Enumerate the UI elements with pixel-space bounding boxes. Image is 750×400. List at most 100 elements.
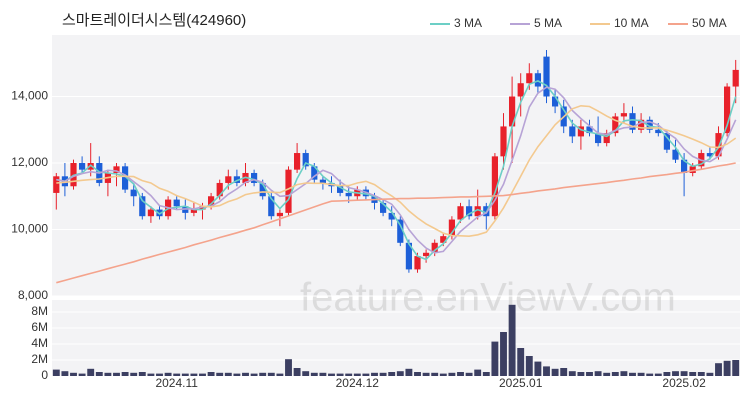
volume-bar [637,372,645,376]
candle-body [190,209,197,213]
candle-body [113,166,120,173]
volume-bar [723,360,731,376]
ma-line [56,86,737,254]
volume-bar [276,373,284,376]
volume-bar [379,372,387,376]
volume-bar [491,341,499,376]
candle-body [526,73,533,84]
legend-label: 10 MA [614,16,649,30]
candle-body [517,83,524,97]
candle-body [466,206,473,217]
volume-bar [482,372,490,376]
candle-body [612,116,619,134]
y-tick-label: 12,000 [11,155,48,169]
volume-bar [697,372,705,376]
volume-bar [70,372,77,376]
candle-body [79,163,86,170]
candle-body [423,252,430,257]
candle-body [259,182,266,197]
candle-body [139,196,146,217]
candle-body [689,166,696,173]
candle-body [509,96,516,127]
volume-bar [371,372,378,376]
candle-body [285,169,292,213]
candle-body [474,206,481,217]
candle-body [208,196,215,207]
volume-bar [543,366,550,376]
volume-bar [620,371,628,376]
candle-body [706,153,713,157]
candle-body [233,176,240,183]
volume-bar [457,372,464,376]
y2-tick-label: 8M [31,304,48,318]
volume-bar [500,332,507,376]
candle-body [491,156,498,217]
volume-bar [422,372,430,376]
candle-body [681,159,688,173]
candle-body [586,126,593,134]
candle-body [388,212,395,220]
candle-body [646,119,653,130]
candle-body [543,56,550,97]
volume-bar [405,368,413,376]
volume-bar [680,371,688,376]
candle-body [122,166,129,190]
volume-bar [147,373,155,376]
candle-body [724,86,731,134]
candle-body [500,126,507,157]
candle-body [440,236,447,243]
volume-bar [190,373,198,376]
volume-bar [164,372,172,376]
candle-body [397,219,404,243]
volume-bar [207,372,215,376]
y2-tick-label: 6M [31,320,48,334]
candle-body [268,196,275,217]
candle-body [380,202,387,213]
volume-bar [285,359,292,376]
candle-body [448,219,455,237]
volume-bar [732,360,740,376]
volume-bar [293,368,301,376]
volume-bar [646,373,654,376]
volume-bar [181,373,189,376]
volume-bar [138,372,146,376]
candle-body [319,179,326,183]
volume-bar [706,372,714,376]
volume-bar [233,373,241,376]
candle-body [251,172,258,183]
candle-body [732,69,739,87]
volume-bar [336,373,344,376]
candle-body [629,113,636,130]
volume-bar [52,369,60,376]
y2-tick-label: 4M [31,336,48,350]
candle-body [311,166,318,180]
volume-bar [603,372,611,376]
candle-body [715,133,722,157]
volume-bar [689,372,697,376]
volume-bar [156,373,163,376]
candle-body [457,206,464,220]
x-tick-label: 2025.01 [499,376,543,390]
volume-bar [104,372,112,376]
volume-plot-area [52,300,740,376]
volume-bar [611,372,619,376]
volume-bar [61,371,69,376]
volume-bar [396,371,404,376]
volume-bar [216,372,224,376]
candle-body [603,133,610,144]
volume-bar [577,372,585,376]
volume-bar [568,371,576,376]
candle-body [345,192,352,197]
legend-label: 5 MA [534,16,562,30]
candle-body [534,73,541,87]
volume-bar [87,368,95,376]
volume-bar [534,361,542,376]
legend-label: 3 MA [454,16,482,30]
volume-bar [629,372,636,376]
volume-bar [259,372,267,376]
y-tick-label: 10,000 [11,222,48,236]
candle-body [147,209,154,217]
volume-bar [310,372,318,376]
volume-bar [267,372,275,376]
candle-body [569,126,576,137]
